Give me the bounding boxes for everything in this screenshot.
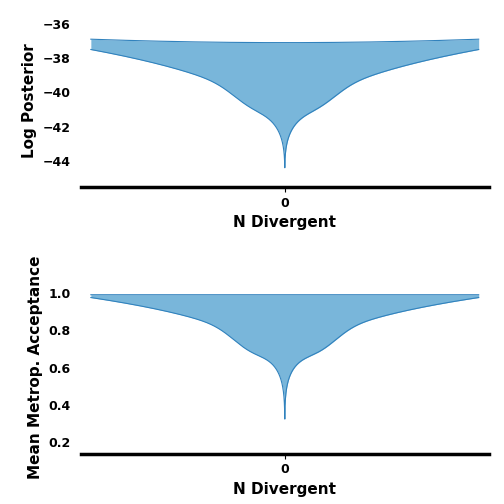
X-axis label: N Divergent: N Divergent (233, 215, 336, 230)
Y-axis label: Mean Metrop. Acceptance: Mean Metrop. Acceptance (28, 256, 43, 479)
Y-axis label: Log Posterior: Log Posterior (22, 44, 37, 158)
X-axis label: N Divergent: N Divergent (233, 482, 336, 497)
